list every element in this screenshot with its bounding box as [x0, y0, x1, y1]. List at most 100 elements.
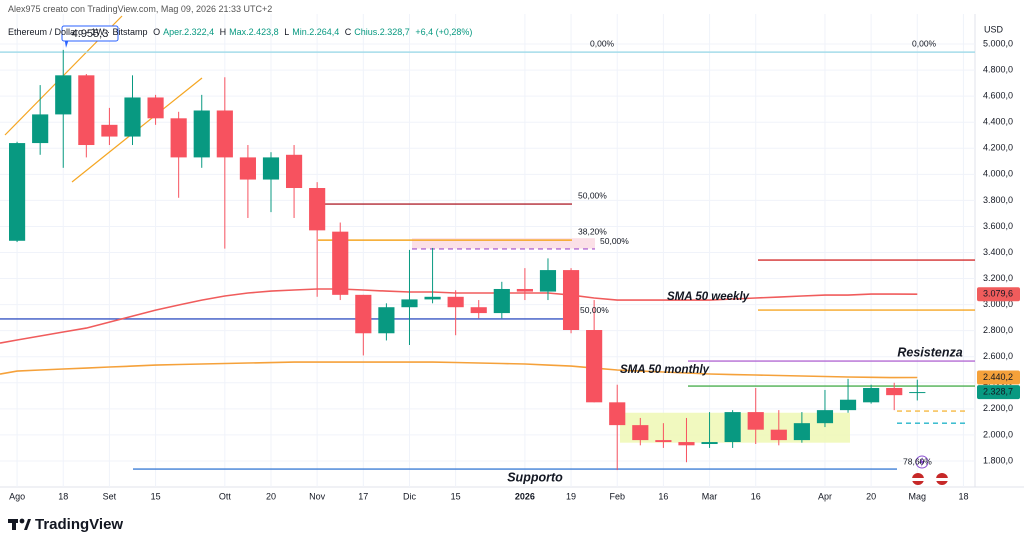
candle-body: [101, 124, 118, 137]
candle-body: [78, 75, 95, 146]
candle-body: [493, 288, 510, 314]
price-tag: [977, 385, 1020, 400]
x-tick-label: Dic: [403, 491, 416, 501]
series-label: SMA 50 monthly: [620, 364, 710, 376]
level-label: 78,60%: [903, 456, 932, 466]
series-label: SMA 50 weekly: [667, 291, 750, 303]
candle-body: [816, 410, 834, 424]
candle-body: [539, 270, 557, 292]
ohlc: Max.2.423,8: [229, 27, 279, 37]
zone: [412, 238, 595, 249]
y-tick-label: 3.800,0: [983, 195, 1013, 205]
candle-body: [193, 110, 210, 158]
x-tick-label: Mag: [909, 491, 927, 501]
candle-body: [332, 231, 349, 295]
candle-body: [655, 440, 672, 443]
x-tick-label: 16: [751, 491, 761, 501]
candle-body: [170, 118, 187, 158]
y-tick-label: 4.800,0: [983, 64, 1013, 74]
icons: [912, 455, 948, 485]
ohlc: O: [153, 27, 161, 37]
candle-body: [216, 110, 233, 158]
candle-body: [724, 412, 741, 443]
x-tick-label: 20: [266, 491, 276, 501]
x-tick-label: Set: [103, 491, 117, 501]
level-label: 0,00%: [912, 38, 937, 48]
candle-body: [516, 288, 533, 292]
candle-body: [470, 307, 487, 314]
y-tick-label: 3.200,0: [983, 273, 1013, 283]
y-tick-label: 1.800,0: [983, 455, 1013, 465]
level-label: 50,00%: [580, 305, 609, 315]
x-tick-label: Ago: [9, 491, 25, 501]
candle-body: [793, 423, 810, 441]
candle-body: [586, 330, 603, 403]
x-tick-label: 18: [958, 491, 968, 501]
ohlc: Aper.2.322,4: [163, 27, 215, 37]
level-label: 38,20%: [578, 226, 607, 236]
x-tick-label: 16: [658, 491, 668, 501]
annotation: Resistenza: [897, 345, 962, 359]
candle-body: [401, 299, 418, 308]
symbol: Ethereum / Dollaro · 1W · Bitstamp: [8, 27, 148, 37]
candle-body: [124, 97, 141, 137]
y-tick-label: 2.600,0: [983, 351, 1013, 361]
y-tick-label: 3.000,0: [983, 299, 1013, 309]
change: +6,4 (+0,28%): [415, 27, 473, 37]
header: Alex975 creato con TradingView.com, Mag …: [8, 2, 475, 39]
candle-body: [632, 425, 649, 441]
candle-body: [55, 75, 72, 115]
y-tick-label: 5.000,0: [983, 38, 1013, 48]
level-label: 50,00%: [578, 190, 607, 200]
candle-body: [355, 294, 372, 334]
y-tick-label: 4.200,0: [983, 143, 1013, 153]
level-label: 0,00%: [590, 38, 615, 48]
x-tick-label: 15: [151, 491, 161, 501]
candle-body: [32, 114, 49, 144]
ohlc: Chius.2.328,7: [354, 27, 410, 37]
ohlc: L: [284, 27, 290, 37]
y-tick-label: 2.000,0: [983, 429, 1013, 439]
ohlc: H: [219, 27, 227, 37]
candle-body: [886, 387, 903, 396]
annotation: Supporto: [507, 470, 563, 484]
y-tick-label: 2.800,0: [983, 325, 1013, 335]
x-tick-label: Feb: [609, 491, 625, 501]
candle-body: [609, 402, 626, 426]
candle-body: [239, 157, 256, 180]
level-label: 50,00%: [600, 236, 629, 246]
y-tick-label: 3.600,0: [983, 221, 1013, 231]
ohlc: C: [344, 27, 352, 37]
candle-body: [909, 392, 926, 394]
candle-body: [447, 296, 464, 308]
candle-body: [147, 97, 164, 119]
sma-line: [0, 361, 918, 379]
x-tick-label: 20: [866, 491, 876, 501]
candle-body: [747, 412, 764, 430]
x-tick-label: 15: [451, 491, 461, 501]
x-tick-label: Mar: [702, 491, 718, 501]
author: Alex975 creato con TradingView.com, Mag …: [8, 4, 273, 14]
x-tick-label: 19: [566, 491, 576, 501]
y-tick-label: 4.400,0: [983, 117, 1013, 127]
y-tick-label: 4.600,0: [983, 91, 1013, 101]
candle-body: [309, 188, 326, 231]
legend: Ethereum / Dollaro · 1W · Bitstamp O Aper…: [8, 25, 475, 39]
candle-body: [424, 296, 441, 300]
footer-logo: [8, 518, 31, 530]
y-tick-label: 3.400,0: [983, 247, 1013, 257]
candle-body: [863, 387, 880, 403]
ohlc: Min.2.264,4: [292, 27, 340, 37]
y-tick-label: 4.000,0: [983, 169, 1013, 179]
callout-label: 4.955,3: [72, 28, 109, 40]
candle-body: [678, 442, 695, 446]
brand: TradingView: [35, 516, 123, 533]
candle-body: [285, 154, 303, 189]
candle-body: [701, 442, 718, 445]
price-tag: [977, 287, 1020, 302]
x-tick-label: Ott: [219, 491, 232, 501]
candle-body: [770, 429, 787, 441]
candle-body: [9, 143, 26, 241]
price-tag-label: 3.079,6: [983, 289, 1013, 299]
price-tag: [977, 370, 1020, 385]
